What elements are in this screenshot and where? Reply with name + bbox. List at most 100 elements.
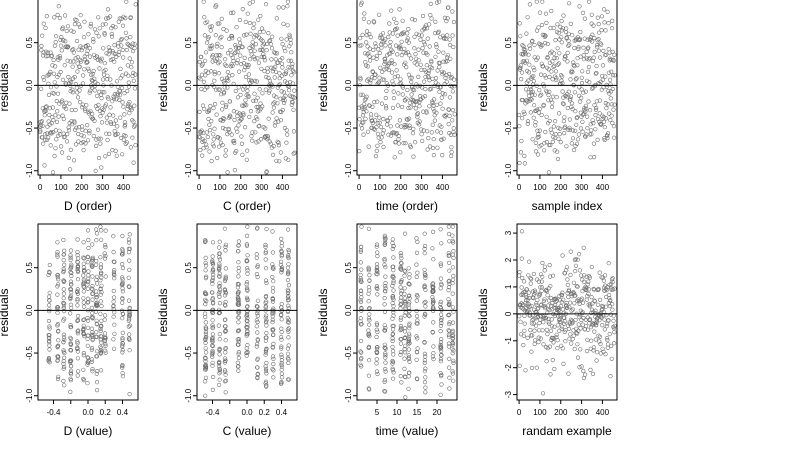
data-point <box>264 335 269 340</box>
data-point <box>430 284 436 290</box>
data-point <box>410 84 415 89</box>
data-point <box>555 338 560 343</box>
data-point <box>574 76 579 81</box>
y-tick-label: -0.5 <box>344 121 353 135</box>
chart-panel-6: -1.0-0.50.00.5-0.4 0.0 0.2 0.4C (value)resi… <box>156 223 298 438</box>
data-point <box>395 52 400 57</box>
data-point <box>210 142 215 147</box>
data-point <box>285 132 290 137</box>
data-point <box>79 133 84 138</box>
data-point <box>575 115 580 120</box>
data-point <box>119 282 124 288</box>
data-point <box>268 83 273 89</box>
data-point <box>416 74 421 79</box>
data-point <box>265 66 270 71</box>
data-point <box>601 278 607 283</box>
data-point <box>382 342 387 347</box>
data-point <box>391 255 396 260</box>
y-tick-label: 0.0 <box>184 79 193 91</box>
data-point <box>61 304 67 309</box>
data-point <box>256 60 262 65</box>
data-point <box>85 60 90 65</box>
data-point <box>517 363 522 368</box>
data-point <box>398 341 404 346</box>
data-point <box>373 44 378 49</box>
data-point <box>55 12 60 17</box>
data-point <box>543 33 548 39</box>
data-point <box>377 120 382 125</box>
data-point <box>90 242 95 247</box>
data-point <box>128 34 133 40</box>
data-point <box>75 260 80 265</box>
data-point <box>61 361 66 366</box>
data-point <box>90 367 95 372</box>
data-point <box>236 328 242 333</box>
data-point <box>398 374 403 379</box>
data-point <box>579 87 584 92</box>
data-point <box>99 304 104 309</box>
data-point <box>535 315 540 320</box>
data-point <box>94 289 99 294</box>
x-tick-label: 0 <box>357 183 362 192</box>
data-point <box>602 137 607 143</box>
data-point <box>358 92 363 97</box>
data-point <box>49 53 55 58</box>
data-point <box>429 16 434 21</box>
data-point <box>123 141 128 146</box>
data-point <box>81 255 86 260</box>
data-point <box>254 344 259 349</box>
data-point <box>408 75 413 80</box>
data-point <box>546 67 551 72</box>
data-point <box>430 295 435 300</box>
data-point <box>547 263 552 268</box>
data-point <box>537 128 543 133</box>
data-point <box>207 46 212 51</box>
data-point <box>550 94 556 99</box>
data-point <box>62 13 68 18</box>
data-point <box>249 52 254 57</box>
data-point <box>290 100 295 105</box>
data-point <box>131 119 136 124</box>
data-point <box>217 294 222 299</box>
data-point <box>606 47 611 52</box>
data-point <box>82 256 87 261</box>
data-point <box>207 24 212 29</box>
data-point <box>357 43 362 48</box>
data-point <box>286 303 291 308</box>
data-point <box>42 163 47 168</box>
data-point <box>102 334 107 340</box>
data-point <box>61 266 66 272</box>
data-point <box>611 135 617 140</box>
data-point <box>245 268 250 273</box>
data-point <box>587 0 592 4</box>
data-point <box>518 34 523 39</box>
data-point <box>366 226 372 231</box>
data-point <box>437 0 442 4</box>
data-point <box>83 128 88 133</box>
data-point <box>541 148 547 153</box>
data-point <box>562 54 568 59</box>
data-point <box>85 360 91 365</box>
data-point <box>567 336 572 341</box>
data-point <box>520 116 525 121</box>
data-point <box>60 113 65 118</box>
data-point <box>62 279 67 284</box>
data-point <box>277 159 282 164</box>
data-point <box>541 342 546 347</box>
data-point <box>362 11 367 16</box>
data-point <box>531 65 536 70</box>
data-point <box>518 302 523 307</box>
data-point <box>61 116 66 122</box>
data-point <box>205 134 210 140</box>
data-point <box>252 48 257 53</box>
data-point <box>560 74 565 79</box>
data-point <box>209 46 214 51</box>
data-point <box>55 91 61 96</box>
data-point <box>75 341 80 346</box>
data-point <box>98 326 103 331</box>
data-point <box>376 80 382 85</box>
data-point <box>75 318 80 324</box>
data-point <box>270 250 276 255</box>
data-point <box>217 261 222 266</box>
data-point <box>414 31 419 36</box>
